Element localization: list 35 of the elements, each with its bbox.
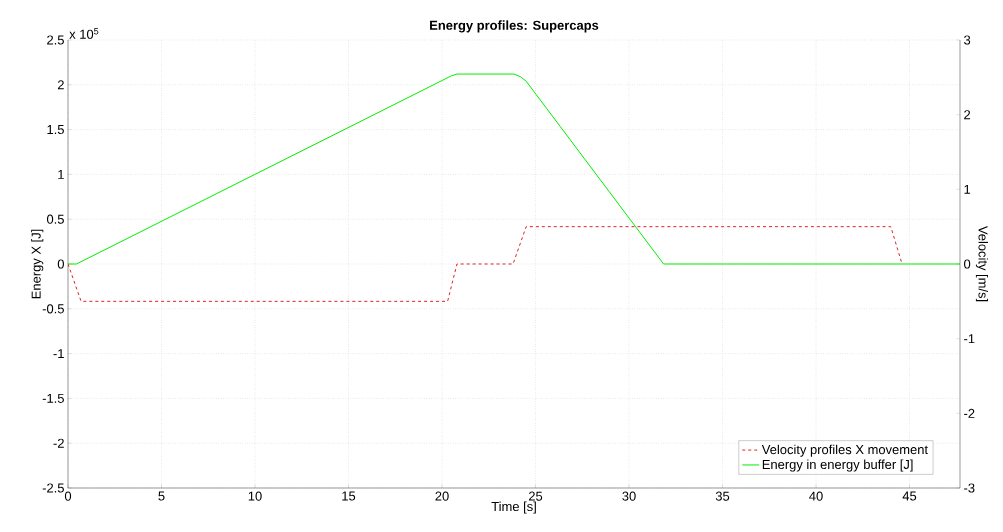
x-tick-label: 10 bbox=[248, 491, 262, 501]
y-tick-label: -1.5 bbox=[42, 393, 64, 403]
x-axis-title: Time [s] bbox=[491, 501, 536, 514]
y-tick-label: -0.5 bbox=[42, 304, 64, 314]
x-tick-label: 15 bbox=[342, 491, 356, 501]
y-tick-label: -2.5 bbox=[42, 483, 64, 493]
chart-title: Energy profiles: Supercaps bbox=[430, 20, 599, 33]
y-tick-label: 0 bbox=[57, 259, 64, 269]
legend-label: Velocity profiles X movement bbox=[761, 444, 928, 457]
x-tick-label: 5 bbox=[158, 491, 165, 501]
y-tick-label: 2.5 bbox=[47, 35, 64, 45]
y-axis-title: Energy X [J] bbox=[31, 229, 44, 299]
text: x 10$^{5}$ bbox=[69, 28, 99, 39]
x-tick-label: 25 bbox=[528, 491, 543, 501]
x-tick-label: 20 bbox=[435, 491, 449, 501]
y2-tick-label: -3 bbox=[964, 483, 975, 493]
x-tick-label: 45 bbox=[902, 491, 917, 501]
y-tick-label: -2 bbox=[53, 438, 64, 448]
y2-tick-label: 2 bbox=[964, 110, 971, 120]
x-tick-label: 30 bbox=[622, 491, 636, 501]
x-tick-label: 40 bbox=[809, 491, 823, 501]
y-tick-label: 2 bbox=[57, 80, 64, 90]
y2-tick-label: -1 bbox=[964, 334, 975, 344]
y2-tick-label: 3 bbox=[964, 35, 971, 45]
y-tick-label: 0.5 bbox=[46, 214, 64, 224]
y-tick-label: 1.5 bbox=[47, 125, 64, 135]
y-tick-label: 1 bbox=[58, 169, 64, 179]
legend-label: Energy in energy buffer [J] bbox=[762, 459, 913, 472]
y2-tick-label: -2 bbox=[964, 408, 975, 418]
y-tick-label: -1 bbox=[53, 349, 64, 359]
y2-axis-title: Velocity [m/s] bbox=[975, 225, 988, 302]
x-tick-label: 0 bbox=[64, 491, 72, 501]
y2-tick-label: 1 bbox=[964, 184, 971, 194]
y2-tick-label: 0 bbox=[964, 259, 971, 269]
x-tick-label: 35 bbox=[715, 491, 730, 501]
